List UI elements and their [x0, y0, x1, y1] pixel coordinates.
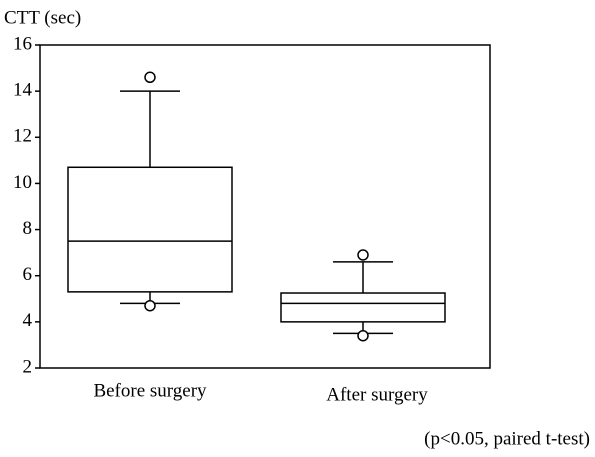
x-tick-label: Before surgery	[93, 380, 207, 401]
y-tick-label: 12	[13, 126, 32, 147]
y-axis-label: CTT (sec)	[4, 7, 81, 28]
outlier	[357, 249, 369, 261]
y-tick-label: 14	[13, 80, 33, 101]
outlier	[144, 71, 156, 84]
plot-frame	[39, 44, 491, 369]
y-tick-label: 2	[23, 356, 33, 377]
x-tick-label: After surgery	[326, 384, 428, 405]
y-tick-label: 8	[23, 218, 33, 239]
box	[67, 166, 233, 293]
outlier	[357, 329, 369, 342]
y-tick-label: 10	[13, 172, 32, 193]
outlier	[144, 299, 156, 312]
y-tick-label: 16	[13, 33, 32, 54]
y-tick-label: 4	[23, 310, 33, 331]
y-tick-label: 6	[23, 264, 33, 285]
annotation: (p<0.05, paired t-test)	[424, 428, 590, 449]
box	[280, 292, 446, 323]
